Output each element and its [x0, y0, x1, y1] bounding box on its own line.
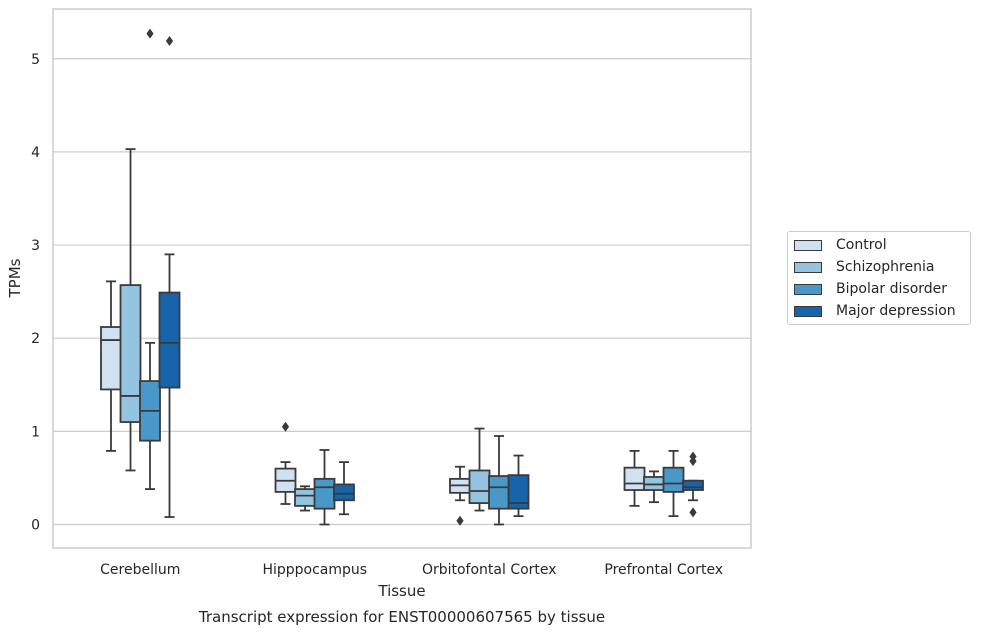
y-tick-label-4: 4 [31, 145, 40, 161]
legend-item-control: Control [794, 235, 887, 255]
outlier-point [456, 515, 464, 526]
legend-label-bipolar-disorder: Bipolar disorder [836, 281, 948, 297]
box-body [507, 474, 530, 510]
box-schizophrenia-orbitofontal-cortex [468, 427, 491, 512]
plot-frame [52, 8, 752, 549]
legend-item-bipolar-disorder: Bipolar disorder [794, 279, 947, 299]
legend-item-schizophrenia: Schizophrenia [794, 257, 934, 277]
outlier-point [146, 28, 154, 39]
box-body [623, 466, 646, 491]
legend-swatch-bipolar-disorder [794, 283, 822, 295]
box-body [662, 466, 685, 493]
legend-swatch-major-depression [794, 305, 822, 317]
outlier-point [165, 36, 174, 47]
box-schizophrenia-cerebellum [119, 148, 142, 472]
outlier-point [689, 507, 697, 518]
box-bipolar-disorder-hipppocampus [313, 449, 336, 526]
box-control-cerebellum [100, 280, 122, 452]
outlier-point [689, 456, 697, 467]
box-major-depression-cerebellum [158, 36, 181, 518]
x-tick-label-cerebellum: Cerebellum [100, 562, 180, 578]
box-schizophrenia-prefrontal-cortex [643, 470, 665, 504]
box-major-depression-prefrontal-cortex [682, 451, 704, 518]
outlier-point [281, 421, 290, 432]
box-bipolar-disorder-cerebellum [139, 28, 161, 491]
y-tick-label-3: 3 [31, 238, 40, 254]
legend-swatch-control [794, 239, 822, 251]
box-body [294, 488, 316, 507]
chart-caption: Transcript expression for ENST0000060756… [198, 608, 605, 626]
y-axis-label: TPMs [6, 258, 24, 298]
box-body [313, 477, 336, 510]
y-tick-label-0: 0 [31, 518, 40, 534]
box-schizophrenia-hipppocampus [294, 485, 316, 512]
y-tick-label-1: 1 [31, 424, 40, 440]
box-body [333, 483, 355, 502]
box-major-depression-orbitofontal-cortex [507, 454, 530, 518]
legend-swatch-schizophrenia [794, 261, 822, 273]
x-tick-label-orbitofontal-cortex: Orbitofontal Cortex [422, 562, 557, 578]
legend-label-schizophrenia: Schizophrenia [836, 259, 935, 275]
box-body [158, 291, 181, 389]
box-major-depression-hipppocampus [333, 461, 355, 516]
box-body [119, 284, 142, 423]
legend-item-major-depression: Major depression [794, 301, 956, 321]
box-body [682, 479, 704, 491]
box-body [468, 469, 491, 504]
x-tick-label-prefrontal-cortex: Prefrontal Cortex [604, 562, 723, 578]
legend-label-control: Control [836, 237, 887, 253]
box-body [488, 475, 510, 510]
box-bipolar-disorder-orbitofontal-cortex [488, 435, 510, 526]
y-tick-label-5: 5 [31, 52, 40, 68]
legend: Control Schizophrenia Bipolar disorder M… [787, 231, 971, 325]
legend-label-major-depression: Major depression [836, 303, 956, 319]
x-axis-label: Tissue [377, 582, 425, 600]
y-tick-label-2: 2 [31, 331, 40, 347]
x-tick-label-hipppocampus: Hipppocampus [262, 562, 367, 578]
box-control-hipppocampus [274, 421, 297, 505]
box-control-orbitofontal-cortex [449, 465, 471, 526]
box-body [643, 476, 665, 491]
box-body [100, 326, 122, 391]
box-bipolar-disorder-prefrontal-cortex [662, 450, 685, 518]
box-control-prefrontal-cortex [623, 450, 646, 507]
